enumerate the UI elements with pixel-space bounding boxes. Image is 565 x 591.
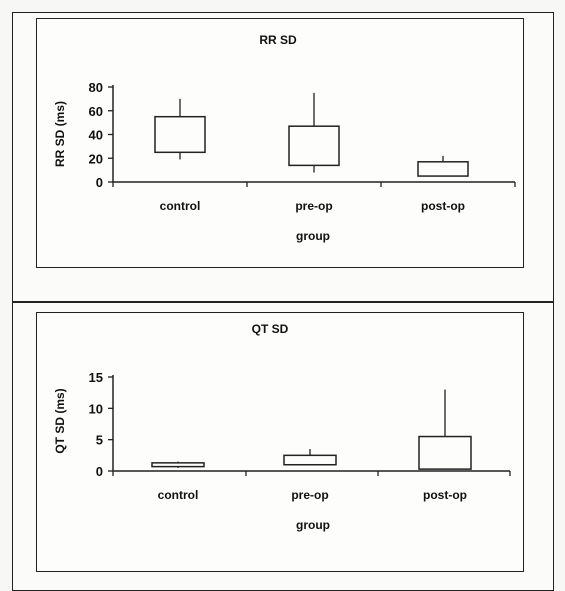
rr-box-post-op <box>417 161 469 177</box>
qt-chart-title: QT SD <box>252 322 289 336</box>
qt-category-label: pre-op <box>291 488 328 502</box>
qt-category-label: post-op <box>423 488 467 502</box>
chart-panel-rr-sd <box>36 18 524 268</box>
rr-x-axis-label: group <box>296 229 330 243</box>
qt-box-control <box>151 462 205 468</box>
qt-y-axis-label: QT SD (ms) <box>53 388 67 453</box>
rr-y-tick-label: 0 <box>96 175 103 190</box>
rr-chart-title: RR SD <box>259 33 297 47</box>
qt-y-tick-label: 0 <box>96 464 103 479</box>
rr-category-label: post-op <box>421 199 465 213</box>
qt-box-pre-op <box>283 454 337 466</box>
rr-y-tick-label: 40 <box>89 128 103 143</box>
rr-category-label: pre-op <box>295 199 332 213</box>
qt-y-tick-label: 5 <box>96 433 103 448</box>
rr-box-control <box>154 115 206 154</box>
rr-box-pre-op <box>288 125 340 167</box>
qt-box-post-op <box>418 435 472 470</box>
rr-y-tick-label: 20 <box>89 151 103 166</box>
qt-y-tick-label: 15 <box>89 370 103 385</box>
qt-y-tick-label: 10 <box>89 401 103 416</box>
qt-x-axis-label: group <box>296 518 330 532</box>
rr-category-label: control <box>160 199 201 213</box>
qt-category-label: control <box>158 488 199 502</box>
rr-y-tick-label: 60 <box>89 104 103 119</box>
rr-y-tick-label: 80 <box>89 80 103 95</box>
rr-y-axis-label: RR SD (ms) <box>53 101 67 167</box>
